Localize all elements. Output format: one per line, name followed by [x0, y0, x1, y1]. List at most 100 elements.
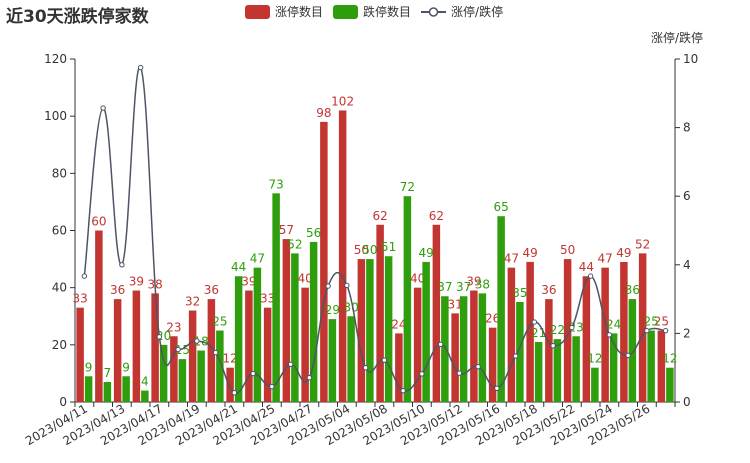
- legend-item-limit-down[interactable]: 跌停数目: [333, 3, 411, 20]
- bar-limit-up: [638, 253, 647, 402]
- bar-limit-down: [84, 376, 93, 402]
- bar-limit-down: [328, 319, 337, 402]
- ratio-point: [325, 283, 331, 289]
- y-right-tick-label: 10: [683, 52, 698, 66]
- bar-label-limit-up: 102: [331, 94, 354, 108]
- bar-label-limit-up: 52: [635, 237, 650, 251]
- bar-limit-down: [141, 390, 149, 402]
- ratio-point: [494, 385, 500, 391]
- bar-label-limit-up: 36: [204, 283, 219, 297]
- y-left-tick-label: 60: [52, 224, 67, 238]
- bar-label-limit-up: 26: [485, 312, 500, 326]
- bar-label-limit-up: 39: [241, 275, 256, 289]
- bar-limit-down: [403, 196, 412, 402]
- bar-limit-up: [76, 307, 84, 402]
- bar-limit-up: [376, 224, 384, 402]
- bar-limit-down: [178, 359, 187, 402]
- bar-label-limit-down: 29: [325, 303, 340, 317]
- ratio-point: [119, 262, 125, 268]
- bar-label-limit-up: 33: [260, 292, 275, 306]
- bar-label-limit-up: 12: [222, 352, 237, 366]
- ratio-point: [344, 282, 350, 289]
- bar-limit-up: [620, 261, 628, 402]
- bar-limit-down: [459, 296, 468, 402]
- bar-limit-down: [516, 301, 524, 402]
- bar-label-limit-down: 23: [568, 320, 583, 334]
- bar-label-limit-down: 44: [231, 260, 246, 274]
- bar-label-limit-up: 49: [616, 246, 631, 260]
- ratio-point: [662, 327, 669, 334]
- bar-limit-up: [470, 290, 478, 402]
- y-left-tick-label: 120: [44, 52, 67, 66]
- bar-label-limit-down: 25: [212, 315, 227, 329]
- bar-label-limit-up: 31: [447, 297, 462, 311]
- legend-item-limit-up[interactable]: 涨停数目: [245, 3, 323, 20]
- bar-limit-up: [582, 276, 591, 402]
- bar-limit-down: [441, 296, 449, 402]
- bar-label-limit-down: 47: [250, 252, 265, 266]
- bar-limit-up: [413, 287, 422, 402]
- bar-limit-up: [338, 110, 347, 402]
- bar-label-limit-down: 65: [493, 200, 508, 214]
- ratio-point: [569, 324, 575, 331]
- legend: 涨停数目 跌停数目 涨停/跌停: [245, 3, 513, 20]
- bar-limit-up: [657, 330, 666, 402]
- ratio-point: [625, 352, 631, 359]
- bar-label-limit-down: 72: [400, 180, 415, 194]
- bar-label-limit-up: 44: [579, 260, 594, 274]
- bar-limit-up: [226, 367, 234, 402]
- bar-limit-down: [534, 341, 543, 402]
- bar-label-limit-down: 12: [587, 352, 602, 366]
- bar-limit-up: [320, 121, 328, 402]
- bar-limit-up: [563, 259, 572, 402]
- bar-label-limit-down: 12: [662, 352, 677, 366]
- bar-limit-up: [301, 287, 309, 402]
- bar-limit-down: [591, 367, 599, 402]
- bar-label-limit-up: 60: [91, 215, 106, 229]
- bar-label-limit-up: 98: [316, 106, 331, 120]
- bar-limit-up: [545, 299, 553, 402]
- ratio-point: [287, 361, 294, 367]
- bar-limit-down: [572, 336, 580, 402]
- bar-limit-up: [170, 336, 178, 402]
- bar-limit-down: [478, 293, 487, 402]
- bar-label-limit-down: 22: [550, 323, 565, 337]
- bar-limit-down: [553, 339, 562, 402]
- ratio-point: [587, 273, 594, 279]
- ratio-point: [306, 374, 313, 381]
- bar-label-limit-down: 49: [418, 246, 433, 260]
- ratio-point: [475, 363, 481, 370]
- ratio-point: [362, 365, 369, 371]
- bar-limit-down: [122, 376, 130, 402]
- ratio-point: [512, 353, 519, 359]
- bar-limit-down: [234, 276, 243, 402]
- bar-label-limit-up: 39: [466, 275, 481, 289]
- bar-label-limit-up: 62: [429, 209, 444, 223]
- bar-label-limit-up: 50: [560, 243, 575, 257]
- bar-limit-up: [488, 327, 497, 402]
- y-right-tick-label: 6: [683, 189, 691, 203]
- bar-label-limit-up: 23: [166, 320, 181, 334]
- bar-label-limit-down: 50: [362, 243, 377, 257]
- bar-label-limit-down: 37: [437, 280, 452, 294]
- bar-limit-down: [497, 216, 505, 402]
- bar-label-limit-down: 35: [512, 286, 527, 300]
- ratio-point: [194, 338, 200, 344]
- bar-limit-down: [291, 253, 299, 402]
- y-left-tick-label: 20: [52, 338, 67, 352]
- bar-label-limit-down: 24: [606, 317, 621, 331]
- ratio-point: [137, 64, 144, 71]
- bar-limit-up: [95, 230, 103, 402]
- bar-limit-up: [601, 267, 609, 402]
- bar-limit-down: [609, 333, 618, 402]
- y-left-tick-label: 100: [44, 109, 67, 123]
- bar-limit-up: [245, 290, 253, 402]
- bar-limit-up: [395, 333, 403, 402]
- legend-item-ratio[interactable]: 涨停/跌停: [421, 3, 503, 20]
- ratio-point: [231, 390, 238, 396]
- bar-label-limit-up: 50: [354, 243, 369, 257]
- y-left-tick-label: 80: [52, 166, 67, 180]
- bar-label-limit-down: 9: [85, 360, 93, 374]
- bar-label-limit-up: 25: [654, 315, 669, 329]
